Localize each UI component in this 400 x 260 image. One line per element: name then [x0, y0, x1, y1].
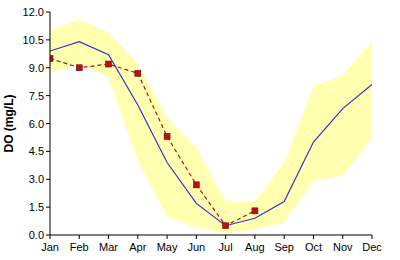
y-tick-label: 9.0: [29, 62, 44, 74]
y-tick: [46, 235, 50, 236]
y-tick-label: 12.0: [23, 6, 44, 18]
chart: 0.0 1.5 3.0 4.5 6.0 7.5 9.0 10.5 12.0 Jan Feb Mar Ap…: [0, 0, 400, 260]
y-tick-label: 10.5: [23, 34, 44, 46]
x-tick-label: Jan: [41, 241, 59, 253]
x-tick-label: Nov: [333, 241, 353, 253]
y-tick-label: 7.5: [29, 90, 44, 102]
x-tick-label: Apr: [129, 241, 146, 253]
chart-container: 0.0 1.5 3.0 4.5 6.0 7.5 9.0 10.5 12.0 Jan Feb Mar Ap…: [0, 0, 400, 260]
x-tick: [254, 235, 255, 239]
x-tick: [284, 235, 285, 239]
marker: [164, 134, 170, 140]
y-tick-label: 6.0: [29, 118, 44, 130]
y-tick-label: 4.5: [29, 145, 44, 157]
x-tick: [79, 235, 80, 239]
x-tick-label: May: [157, 241, 178, 253]
y-tick: [46, 95, 50, 96]
x-tick-label: Dec: [362, 241, 382, 253]
x-tick: [167, 235, 168, 239]
range-band: [50, 19, 372, 233]
x-tick-label: Sep: [274, 241, 294, 253]
y-tick: [46, 39, 50, 40]
y-tick-label: 1.5: [29, 201, 44, 213]
x-tick: [372, 235, 373, 239]
x-tick-label: Oct: [305, 241, 322, 253]
marker: [135, 70, 141, 76]
x-tick-label: Mar: [99, 241, 118, 253]
y-tick: [46, 12, 50, 13]
series-line: [50, 42, 372, 226]
x-tick: [50, 235, 51, 239]
x-tick-label: Jun: [187, 241, 205, 253]
x-tick: [342, 235, 343, 239]
y-tick: [46, 123, 50, 124]
y-tick-label: 3.0: [29, 173, 44, 185]
x-tick: [137, 235, 138, 239]
x-tick-label: Feb: [70, 241, 89, 253]
y-tick: [46, 151, 50, 152]
plot-area: [50, 19, 372, 233]
x-tick: [108, 235, 109, 239]
y-tick: [46, 207, 50, 208]
marker: [252, 208, 258, 214]
marker: [193, 182, 199, 188]
y-tick: [46, 67, 50, 68]
x-tick-label: Jul: [219, 241, 233, 253]
y-axis-title: DO (mg/L): [2, 95, 16, 153]
x-tick: [196, 235, 197, 239]
x-tick: [225, 235, 226, 239]
series-line: [50, 58, 255, 225]
x-tick-label: Aug: [245, 241, 265, 253]
x-axis: [50, 235, 372, 236]
y-tick: [46, 179, 50, 180]
marker: [106, 61, 112, 67]
y-tick-label: 0.0: [29, 229, 44, 241]
marker: [76, 65, 82, 71]
marker: [223, 223, 229, 229]
x-tick: [313, 235, 314, 239]
